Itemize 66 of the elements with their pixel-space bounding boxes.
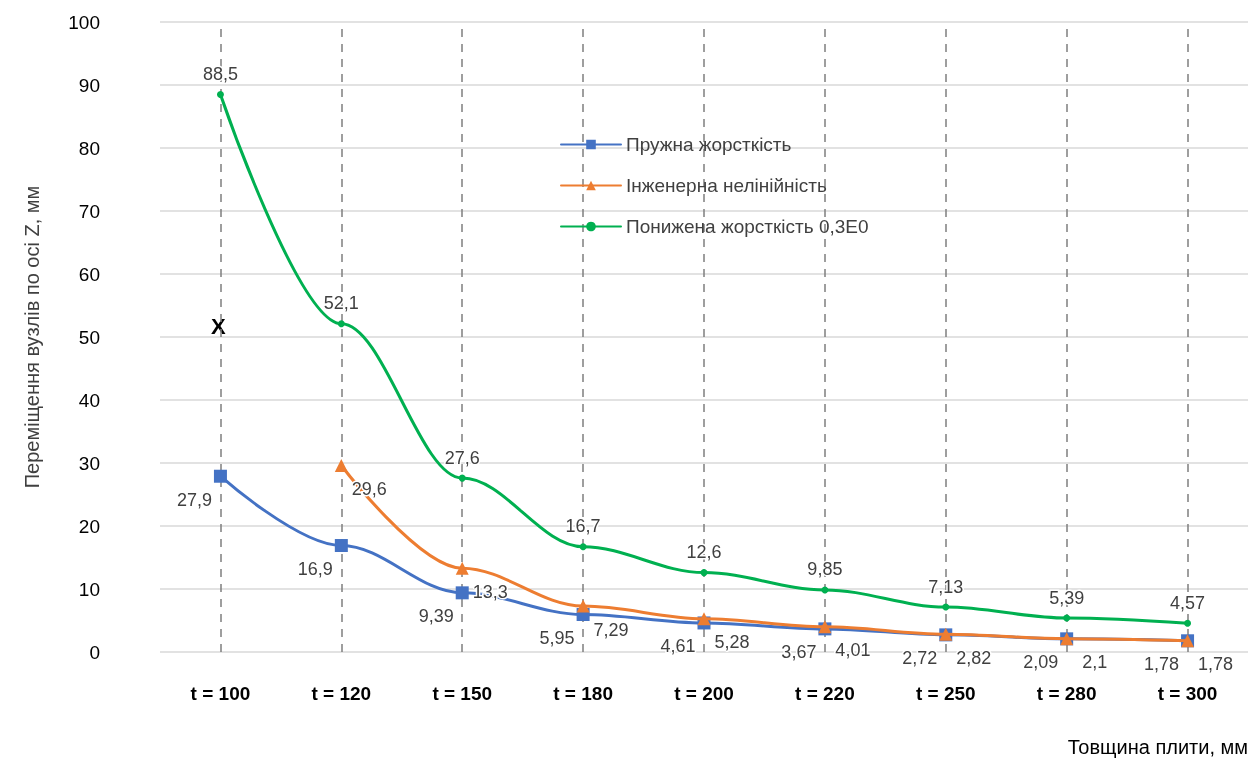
x-tick-label: t = 300 [1157,683,1218,704]
data-label: 1,78 [1144,654,1180,675]
data-label: 2,09 [1023,652,1059,673]
point [334,459,348,473]
y-tick-label: 10 [78,578,100,600]
y-tick-label: 20 [78,515,100,537]
point [1184,619,1192,627]
y-tick-label: 100 [68,11,100,33]
data-label: 88,5 [202,63,238,84]
y-tick-label: 60 [78,263,100,285]
point [579,543,587,551]
point [216,90,224,98]
y-tick-label: 80 [78,137,100,159]
y-tick-label: 90 [78,74,100,96]
point [337,320,345,328]
data-label: 5,28 [714,632,750,653]
data-label: 4,61 [660,636,696,657]
point [700,569,708,577]
data-label: 2,1 [1082,652,1108,673]
point [455,586,469,600]
data-label: 12,6 [686,542,722,563]
y-axis-title: Переміщення вузлів по осі Z, мм [21,185,43,489]
data-label: 2,72 [902,648,938,669]
point [821,586,829,594]
x-tick-label: t = 220 [795,683,855,704]
data-label: 27,9 [176,489,212,510]
x-tick-label: t = 150 [432,683,493,704]
x-tick-label: t = 280 [1036,683,1097,704]
y-tick-label: 70 [78,200,100,222]
legend-label: Інженерна нелінійність [626,175,827,196]
data-label: 4,01 [835,640,871,661]
data-label: 9,85 [807,559,843,580]
x-tick-label: t = 250 [915,683,976,704]
point [1063,614,1071,622]
data-label: 9,39 [418,606,454,627]
y-tick-label: 50 [78,326,100,348]
data-label: 5,95 [539,628,575,649]
x-tick-label: t = 120 [311,683,372,704]
point [697,612,711,626]
annotation: X [211,313,226,339]
point [213,469,227,483]
x-axis-title: Товщина плити, мм [1067,736,1248,758]
x-tick-label: t = 180 [553,683,613,704]
data-label: 5,39 [1049,587,1085,608]
data-label: 2,82 [956,647,992,668]
x-tick-label: t = 100 [190,683,251,704]
data-label: 16,7 [565,516,601,537]
point [334,539,348,553]
data-label: 3,67 [781,642,817,663]
y-tick-label: 40 [78,389,100,411]
data-label: 27,6 [444,447,480,468]
data-label: 1,78 [1198,654,1234,675]
legend-label: Пружна жорсткість [626,134,792,155]
legend-label: Понижена жорсткість 0,3E0 [626,216,869,237]
y-tick-label: 30 [78,452,100,474]
data-label: 4,57 [1170,592,1206,613]
point [455,561,469,575]
point [458,474,466,482]
data-label: 16,9 [297,559,333,580]
data-label: 7,13 [928,576,964,597]
x-tick-label: t = 200 [674,683,734,704]
point [576,599,590,613]
data-label: 52,1 [323,293,359,314]
y-tick-label: 0 [89,641,100,663]
point [942,603,950,611]
data-label: 7,29 [593,619,629,640]
